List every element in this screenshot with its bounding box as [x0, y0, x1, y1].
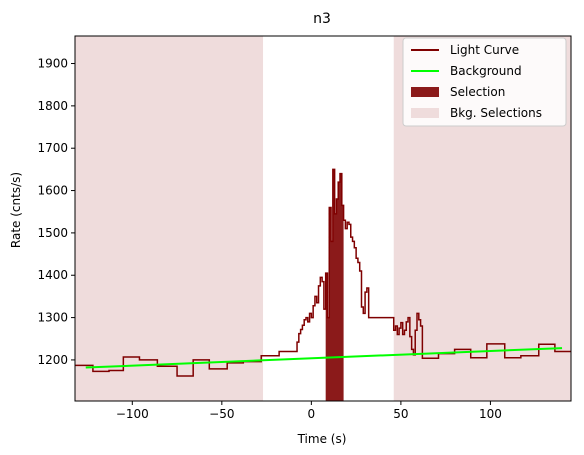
y-tick-label: 1300 [37, 311, 68, 325]
y-tick-label: 1600 [37, 184, 68, 198]
y-axis: 1200 1300 1400 1500 1600 1700 1800 1900 [37, 57, 75, 367]
legend: Light Curve Background Selection Bkg. Selec… [402, 37, 567, 127]
y-tick-label: 1200 [37, 353, 68, 367]
y-tick-label: 1900 [37, 57, 68, 71]
legend-box [402, 37, 567, 127]
x-tick-label: −100 [116, 407, 149, 421]
legend-swatch [411, 87, 439, 97]
background-line [85, 347, 563, 369]
plot-frame [74, 35, 572, 402]
x-tick-label: −50 [209, 407, 234, 421]
y-tick-label: 1700 [37, 141, 68, 155]
bkg-selection-span-0 [75, 36, 264, 401]
x-tick-label: 100 [479, 407, 502, 421]
legend-swatch [411, 108, 439, 118]
x-tick-label: 50 [393, 407, 408, 421]
legend-label: Light Curve [450, 43, 519, 57]
y-tick-label: 1500 [37, 226, 68, 240]
y-axis-label: Rate (cnts/s) [9, 172, 23, 248]
y-tick-label: 1800 [37, 99, 68, 113]
legend-label: Bkg. Selections [450, 106, 542, 120]
selection-region [325, 169, 344, 401]
legend-label: Selection [450, 85, 505, 99]
x-tick-label: 0 [308, 407, 316, 421]
chart-title: n3 [313, 11, 331, 27]
y-tick-label: 1400 [37, 268, 68, 282]
x-axis: −100 −50 0 50 100 [116, 401, 502, 421]
legend-label: Background [450, 64, 522, 78]
x-axis-label: Time (s) [297, 432, 347, 446]
